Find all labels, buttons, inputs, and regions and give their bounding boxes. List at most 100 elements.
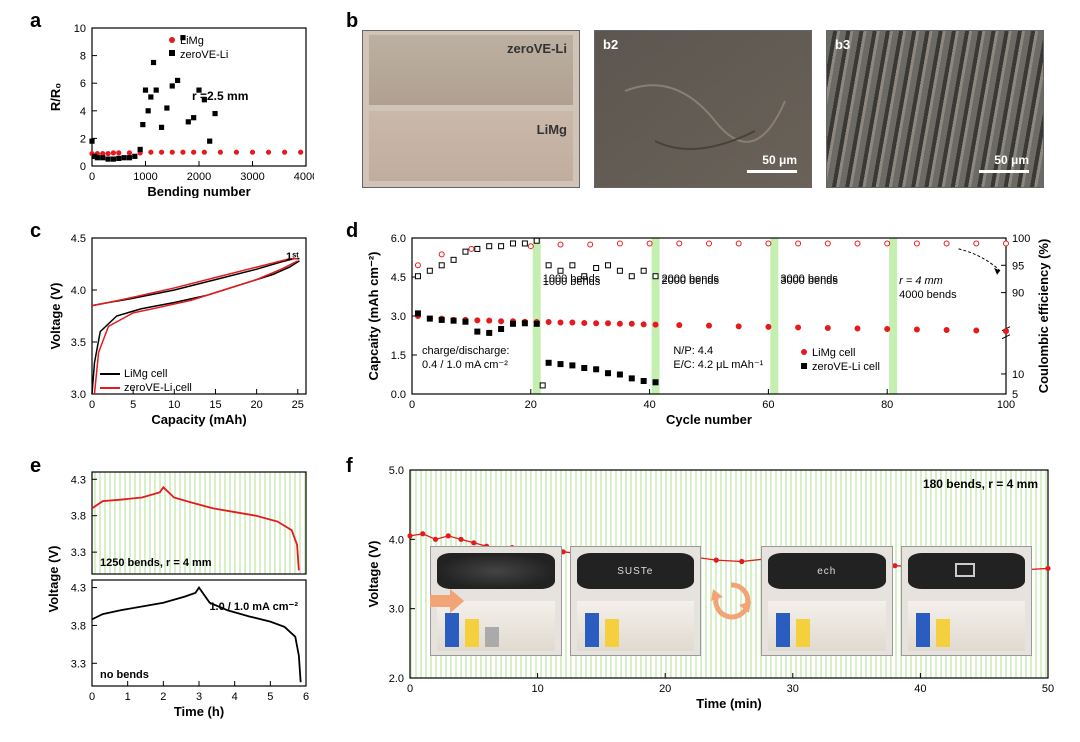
svg-text:3.0: 3.0 bbox=[391, 311, 406, 323]
svg-text:charge/discharge:: charge/discharge: bbox=[422, 345, 509, 357]
svg-text:2000 bends: 2000 bends bbox=[662, 275, 720, 287]
svg-text:4.3: 4.3 bbox=[71, 583, 86, 595]
svg-text:95: 95 bbox=[1012, 260, 1024, 272]
svg-text:0: 0 bbox=[89, 399, 95, 411]
svg-text:5: 5 bbox=[267, 691, 273, 703]
svg-text:Bending number: Bending number bbox=[147, 184, 250, 198]
svg-text:10: 10 bbox=[74, 23, 86, 35]
svg-text:10: 10 bbox=[1012, 369, 1024, 381]
f-inset-4 bbox=[901, 546, 1033, 656]
svg-text:20: 20 bbox=[525, 399, 537, 411]
svg-text:1000: 1000 bbox=[133, 171, 157, 183]
svg-text:Time (min): Time (min) bbox=[696, 696, 762, 711]
svg-text:1: 1 bbox=[125, 691, 131, 703]
panel-c-svg: 05101520253.03.54.04.5Capacity (mAh)Volt… bbox=[44, 228, 314, 428]
svg-text:4.5: 4.5 bbox=[391, 272, 406, 284]
panel-label-f: f bbox=[346, 455, 353, 478]
svg-text:2: 2 bbox=[80, 133, 86, 145]
b2-scalebar bbox=[747, 170, 797, 173]
svg-text:Time (h): Time (h) bbox=[174, 704, 224, 719]
svg-text:20: 20 bbox=[250, 399, 262, 411]
svg-text:Voltage (V): Voltage (V) bbox=[366, 541, 381, 608]
panel-label-b: b bbox=[346, 10, 358, 33]
svg-text:0.4 / 1.0 mA cm⁻²: 0.4 / 1.0 mA cm⁻² bbox=[422, 359, 508, 371]
svg-text:4000 bends: 4000 bends bbox=[899, 289, 957, 301]
panel-a-chart: 010002000300040000246810Bending numberR/… bbox=[44, 18, 314, 198]
svg-text:3.8: 3.8 bbox=[71, 620, 86, 632]
panel-f-insets: SUSTe ech bbox=[430, 546, 1032, 656]
b3-scalebar bbox=[979, 170, 1029, 173]
svg-text:Voltage (V): Voltage (V) bbox=[48, 283, 63, 350]
svg-text:0: 0 bbox=[89, 691, 95, 703]
panel-label-d: d bbox=[346, 220, 358, 243]
svg-text:LiMg cell: LiMg cell bbox=[124, 368, 167, 380]
svg-text:10: 10 bbox=[531, 683, 543, 695]
svg-text:R/R₀: R/R₀ bbox=[48, 83, 63, 111]
svg-text:2000: 2000 bbox=[187, 171, 211, 183]
svg-text:1.5: 1.5 bbox=[391, 350, 406, 362]
panel-e-svg: 01234563.33.33.83.84.34.3Time (h)Voltage… bbox=[44, 462, 314, 722]
svg-text:60: 60 bbox=[762, 399, 774, 411]
svg-text:3.0: 3.0 bbox=[389, 604, 404, 616]
svg-text:no bends: no bends bbox=[100, 669, 149, 681]
svg-text:6: 6 bbox=[303, 691, 309, 703]
svg-text:3.3: 3.3 bbox=[71, 547, 86, 559]
svg-text:0: 0 bbox=[80, 161, 86, 173]
svg-text:4.3: 4.3 bbox=[71, 474, 86, 486]
svg-text:3000 bends: 3000 bends bbox=[780, 275, 838, 287]
cycle-arrow-icon bbox=[709, 579, 753, 623]
svg-text:3.3: 3.3 bbox=[71, 658, 86, 670]
b1-bottom-text: LiMg bbox=[537, 122, 567, 137]
panel-label-a: a bbox=[30, 10, 41, 33]
svg-text:6.0: 6.0 bbox=[391, 233, 406, 245]
svg-text:zeroVE-Li cell: zeroVE-Li cell bbox=[812, 361, 880, 373]
svg-text:LiMg: LiMg bbox=[180, 35, 204, 47]
svg-text:5: 5 bbox=[1012, 389, 1018, 401]
svg-text:0: 0 bbox=[89, 171, 95, 183]
svg-text:4.0: 4.0 bbox=[71, 285, 86, 297]
svg-text:Cycle number: Cycle number bbox=[666, 412, 752, 427]
f-inset-2: SUSTe bbox=[570, 546, 702, 656]
f-inset-3: ech bbox=[761, 546, 893, 656]
svg-text:15: 15 bbox=[209, 399, 221, 411]
svg-text:1ˢᵗ: 1ˢᵗ bbox=[286, 251, 299, 263]
svg-text:r =2.5 mm: r =2.5 mm bbox=[192, 89, 248, 103]
b2-scale-text: 50 μm bbox=[762, 153, 797, 167]
svg-text:4: 4 bbox=[232, 691, 238, 703]
panel-label-e: e bbox=[30, 455, 41, 478]
panel-b3-label: b3 bbox=[835, 37, 850, 52]
svg-text:3.8: 3.8 bbox=[71, 511, 86, 523]
b1-top-text: zeroVE-Li bbox=[507, 41, 567, 56]
svg-text:3000: 3000 bbox=[240, 171, 264, 183]
panel-d-svg: 0204060801000.01.53.04.56.05109095100Cyc… bbox=[362, 228, 1060, 428]
panel-e-chart: 01234563.33.33.83.84.34.3Time (h)Voltage… bbox=[44, 462, 314, 722]
svg-text:4: 4 bbox=[80, 106, 86, 118]
svg-text:0.0: 0.0 bbox=[391, 389, 406, 401]
arrow-icon bbox=[430, 589, 464, 613]
svg-text:3: 3 bbox=[196, 691, 202, 703]
svg-text:30: 30 bbox=[787, 683, 799, 695]
svg-text:LiMg cell: LiMg cell bbox=[812, 347, 855, 359]
svg-text:r = 4 mm: r = 4 mm bbox=[899, 275, 943, 287]
svg-text:Capacity (mAh): Capacity (mAh) bbox=[151, 412, 246, 427]
panel-b: b1 zeroVE-Li LiMg b2 50 μm b3 50 μm bbox=[362, 30, 1052, 188]
panel-a-svg: 010002000300040000246810Bending numberR/… bbox=[44, 18, 314, 198]
svg-text:80: 80 bbox=[881, 399, 893, 411]
panel-d-chart: 0204060801000.01.53.04.56.05109095100Cyc… bbox=[362, 228, 1060, 428]
panel-label-c: c bbox=[30, 220, 41, 243]
svg-text:1250 bends, r = 4 mm: 1250 bends, r = 4 mm bbox=[100, 557, 212, 569]
svg-text:10: 10 bbox=[168, 399, 180, 411]
svg-text:6: 6 bbox=[80, 78, 86, 90]
svg-text:40: 40 bbox=[914, 683, 926, 695]
svg-text:5: 5 bbox=[130, 399, 136, 411]
svg-text:zeroVE-Li cell: zeroVE-Li cell bbox=[124, 382, 192, 394]
panel-b3: b3 50 μm bbox=[826, 30, 1044, 188]
svg-text:2.0: 2.0 bbox=[389, 673, 404, 685]
b3-scale-text: 50 μm bbox=[994, 153, 1029, 167]
svg-text:0: 0 bbox=[407, 683, 413, 695]
svg-text:4.0: 4.0 bbox=[389, 534, 404, 546]
svg-text:3.0: 3.0 bbox=[71, 389, 86, 401]
svg-text:1.0 / 1.0 mA cm⁻²: 1.0 / 1.0 mA cm⁻² bbox=[209, 601, 298, 613]
svg-text:25: 25 bbox=[292, 399, 304, 411]
svg-text:180 bends, r = 4 mm: 180 bends, r = 4 mm bbox=[923, 477, 1038, 491]
